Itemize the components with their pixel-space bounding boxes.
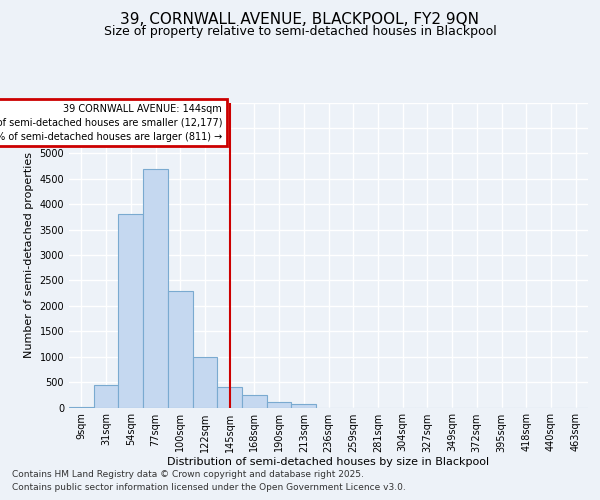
- Bar: [217, 387, 242, 407]
- Bar: [242, 395, 267, 407]
- Text: Size of property relative to semi-detached houses in Blackpool: Size of property relative to semi-detach…: [104, 25, 496, 38]
- Bar: [94, 384, 118, 407]
- Text: Contains HM Land Registry data © Crown copyright and database right 2025.: Contains HM Land Registry data © Crown c…: [12, 470, 364, 479]
- Bar: [118, 214, 143, 408]
- Bar: [193, 356, 217, 408]
- Y-axis label: Number of semi-detached properties: Number of semi-detached properties: [24, 152, 34, 358]
- Bar: [267, 402, 292, 407]
- X-axis label: Distribution of semi-detached houses by size in Blackpool: Distribution of semi-detached houses by …: [167, 458, 490, 468]
- Text: 39 CORNWALL AVENUE: 144sqm
← 94% of semi-detached houses are smaller (12,177)
6%: 39 CORNWALL AVENUE: 144sqm ← 94% of semi…: [0, 104, 222, 142]
- Bar: [143, 168, 168, 408]
- Bar: [69, 407, 94, 408]
- Bar: [168, 290, 193, 408]
- Text: Contains public sector information licensed under the Open Government Licence v3: Contains public sector information licen…: [12, 482, 406, 492]
- Bar: [292, 404, 316, 407]
- Text: 39, CORNWALL AVENUE, BLACKPOOL, FY2 9QN: 39, CORNWALL AVENUE, BLACKPOOL, FY2 9QN: [121, 12, 479, 28]
